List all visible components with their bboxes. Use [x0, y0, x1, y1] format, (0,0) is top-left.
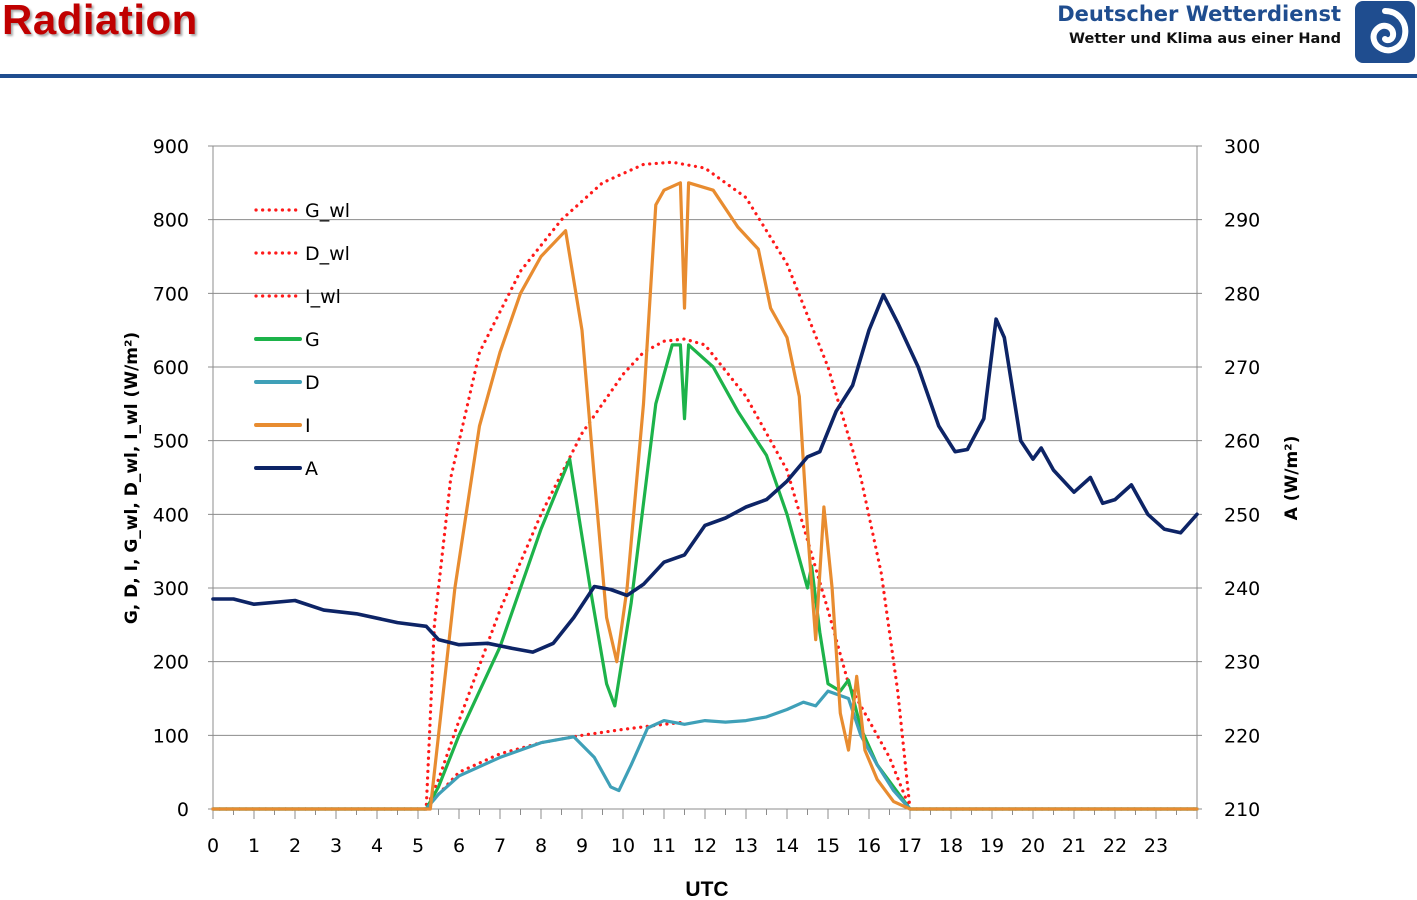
- x-tick-label: 14: [775, 835, 799, 857]
- series-line-d: [211, 689, 1199, 811]
- page-title: Radiation: [2, 0, 198, 43]
- x-tick-label: 1: [248, 835, 260, 857]
- series-line-g: [211, 343, 1199, 811]
- x-tick-label: 4: [371, 835, 383, 857]
- series-line-i-wl: [211, 337, 1199, 811]
- x-tick-label: 10: [611, 835, 635, 857]
- x-tick-label: 3: [330, 835, 342, 857]
- y-axis-label: G, D, I, G_wl, D_wl, I_wl (W/m²): [122, 332, 142, 624]
- x-tick-label: 18: [939, 835, 963, 857]
- y2-tick-label: 280: [1224, 283, 1260, 305]
- y-tick-label: 600: [153, 357, 189, 379]
- series-line-g-wl: [211, 160, 1199, 811]
- x-tick-label: 2: [289, 835, 301, 857]
- x-tick-label: 9: [576, 835, 588, 857]
- y-tick-label: 200: [153, 652, 189, 674]
- y2-tick-label: 230: [1224, 652, 1260, 674]
- x-tick-label: 12: [693, 835, 717, 857]
- x-tick-label: 8: [535, 835, 547, 857]
- brand-tagline: Wetter und Klima aus einer Hand: [1069, 31, 1341, 47]
- x-tick-label: 23: [1144, 835, 1168, 857]
- header-rule: [0, 74, 1417, 78]
- series-line-a: [211, 292, 1199, 654]
- x-tick-label: 21: [1062, 835, 1086, 857]
- y2-tick-label: 210: [1224, 799, 1260, 821]
- legend-label: D: [305, 372, 320, 394]
- legend-label: G: [305, 329, 320, 351]
- legend-label: I: [305, 415, 311, 437]
- x-axis-label: UTC: [685, 878, 728, 900]
- dwd-swirl-logo-icon: [1355, 1, 1415, 63]
- y2-axis-label: A (W/m²): [1282, 436, 1302, 521]
- x-tick-label: 5: [412, 835, 424, 857]
- y2-tick-label: 260: [1224, 431, 1260, 453]
- legend-label: G_wl: [305, 200, 350, 222]
- x-tick-label: 0: [207, 835, 219, 857]
- brand-name: Deutscher Wetterdienst: [1057, 2, 1341, 26]
- y-tick-label: 500: [153, 431, 189, 453]
- y-tick-label: 100: [153, 725, 189, 747]
- y2-tick-label: 270: [1224, 357, 1260, 379]
- y-tick-label: 800: [153, 210, 189, 232]
- x-tick-label: 15: [816, 835, 840, 857]
- x-tick-label: 7: [494, 835, 506, 857]
- legend-label: D_wl: [305, 243, 350, 265]
- y-tick-label: 400: [153, 504, 189, 526]
- y2-tick-label: 220: [1224, 725, 1260, 747]
- x-tick-label: 13: [734, 835, 758, 857]
- legend-label: A: [305, 458, 318, 480]
- y2-tick-label: 250: [1224, 504, 1260, 526]
- x-tick-label: 20: [1021, 835, 1045, 857]
- x-tick-label: 17: [898, 835, 922, 857]
- x-tick-label: 22: [1103, 835, 1127, 857]
- x-tick-label: 6: [453, 835, 465, 857]
- series-line-i: [211, 181, 1199, 811]
- x-tick-label: 16: [857, 835, 881, 857]
- y-tick-label: 700: [153, 283, 189, 305]
- y2-tick-label: 290: [1224, 210, 1260, 232]
- y-tick-label: 900: [153, 136, 189, 158]
- y2-tick-label: 300: [1224, 136, 1260, 158]
- x-tick-label: 19: [980, 835, 1004, 857]
- x-tick-label: 11: [652, 835, 676, 857]
- legend-label: I_wl: [305, 286, 341, 308]
- y2-tick-label: 240: [1224, 578, 1260, 600]
- y-tick-label: 0: [177, 799, 189, 821]
- y-tick-label: 300: [153, 578, 189, 600]
- brand-block: Deutscher Wetterdienst Wetter und Klima …: [1057, 4, 1341, 47]
